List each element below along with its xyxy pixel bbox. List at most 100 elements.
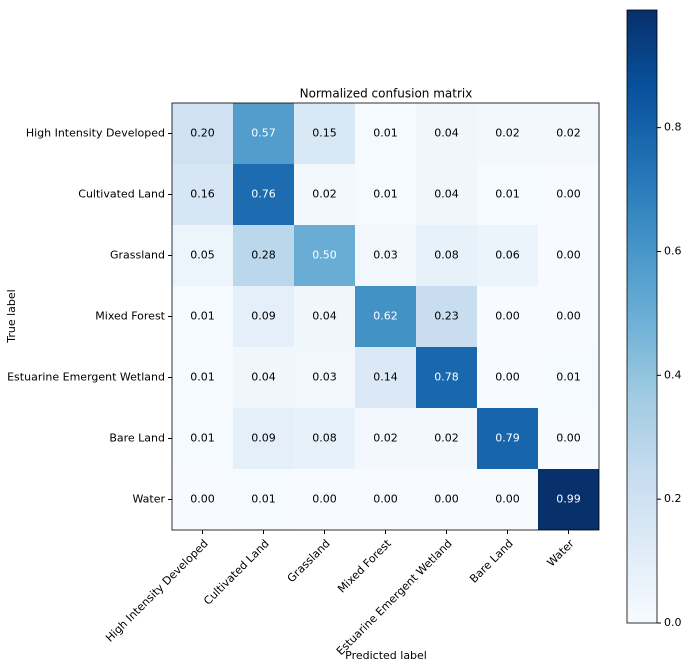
cell-label: 0.04: [434, 188, 459, 201]
cell: [355, 286, 416, 347]
cell: [355, 347, 416, 408]
cell: [477, 408, 538, 469]
cell: [172, 164, 233, 225]
cell-label: 0.50: [312, 249, 337, 262]
cell: [294, 286, 355, 347]
cell: [233, 103, 294, 164]
x-tick-label: Bare Land: [467, 537, 516, 586]
cell-label: 0.00: [556, 310, 581, 323]
cell-label: 0.05: [190, 249, 215, 262]
x-tick-label: Grassland: [285, 537, 333, 585]
y-tick-label: Bare Land: [109, 432, 165, 445]
cell: [294, 164, 355, 225]
cell-label: 0.01: [190, 432, 215, 445]
cell: [355, 469, 416, 530]
cell: [233, 408, 294, 469]
cell-label: 0.02: [312, 188, 337, 201]
cell: [355, 225, 416, 286]
cell-label: 0.06: [495, 249, 520, 262]
cell: [538, 469, 599, 530]
cell-label: 0.04: [251, 371, 276, 384]
cell-label: 0.23: [434, 310, 459, 323]
cell: [416, 469, 477, 530]
cell-label: 0.00: [434, 493, 459, 506]
cell-label: 0.02: [556, 127, 581, 140]
cell-label: 0.08: [312, 432, 337, 445]
cell-label: 0.76: [251, 188, 276, 201]
x-tick-label: Estuarine Emergent Wetland: [334, 537, 455, 658]
cell-label: 0.99: [556, 493, 581, 506]
cell-label: 0.28: [251, 249, 276, 262]
cell-label: 0.00: [190, 493, 215, 506]
cell: [294, 408, 355, 469]
colorbar: [626, 9, 658, 624]
cell-label: 0.01: [190, 371, 215, 384]
cell: [477, 164, 538, 225]
x-tick-label: Water: [545, 537, 578, 570]
y-tick-label: Grassland: [110, 249, 165, 262]
cell: [233, 347, 294, 408]
cell: [477, 225, 538, 286]
cell: [233, 286, 294, 347]
cell: [538, 103, 599, 164]
cell-label: 0.15: [312, 127, 337, 140]
cell: [294, 225, 355, 286]
cell: [477, 286, 538, 347]
y-tick-label: Water: [132, 493, 165, 506]
cell: [538, 286, 599, 347]
cell: [477, 103, 538, 164]
cell-label: 0.00: [556, 188, 581, 201]
y-tick-label: Cultivated Land: [78, 188, 165, 201]
cell-label: 0.00: [495, 310, 520, 323]
cell: [416, 225, 477, 286]
colorbar-tick-label: 0.0: [664, 616, 682, 629]
cell: [294, 103, 355, 164]
y-tick-label: Estuarine Emergent Wetland: [7, 371, 165, 384]
x-tick-label: High Intensity Developed: [103, 537, 211, 645]
cell: [172, 469, 233, 530]
cell: [416, 164, 477, 225]
cell-label: 0.04: [434, 127, 459, 140]
cell-label: 0.00: [495, 371, 520, 384]
colorbar-tick-label: 0.8: [664, 121, 682, 134]
cell: [538, 408, 599, 469]
cell: [294, 469, 355, 530]
cell-label: 0.01: [373, 127, 398, 140]
cell-label: 0.01: [373, 188, 398, 201]
cell-label: 0.78: [434, 371, 459, 384]
cell-label: 0.02: [373, 432, 398, 445]
cell: [233, 225, 294, 286]
chart-title: Normalized confusion matrix: [300, 87, 473, 101]
cell: [233, 164, 294, 225]
cell-label: 0.62: [373, 310, 398, 323]
cell: [477, 347, 538, 408]
cell-label: 0.04: [312, 310, 337, 323]
x-tick-label: Mixed Forest: [335, 537, 394, 596]
cell: [538, 225, 599, 286]
cell: [294, 347, 355, 408]
cell-label: 0.01: [190, 310, 215, 323]
cell: [355, 408, 416, 469]
cell: [172, 408, 233, 469]
y-tick-label: High Intensity Developed: [26, 127, 165, 140]
cell-label: 0.00: [312, 493, 337, 506]
cell-label: 0.09: [251, 432, 276, 445]
cell-label: 0.20: [190, 127, 215, 140]
cell: [355, 103, 416, 164]
cell: [172, 347, 233, 408]
cell-label: 0.14: [373, 371, 398, 384]
cell: [172, 225, 233, 286]
x-axis-label: Predicted label: [345, 649, 427, 662]
cell: [172, 103, 233, 164]
cell-label: 0.01: [495, 188, 520, 201]
cell-label: 0.02: [434, 432, 459, 445]
y-tick-label: Mixed Forest: [95, 310, 165, 323]
cell-label: 0.00: [556, 249, 581, 262]
x-tick-label: Cultivated Land: [201, 537, 272, 608]
colorbar-tick-label: 0.2: [664, 492, 682, 505]
cell-label: 0.01: [251, 493, 276, 506]
cell-label: 0.57: [251, 127, 276, 140]
cell-label: 0.08: [434, 249, 459, 262]
cell-label: 0.00: [495, 493, 520, 506]
y-axis-label: True label: [5, 289, 18, 343]
